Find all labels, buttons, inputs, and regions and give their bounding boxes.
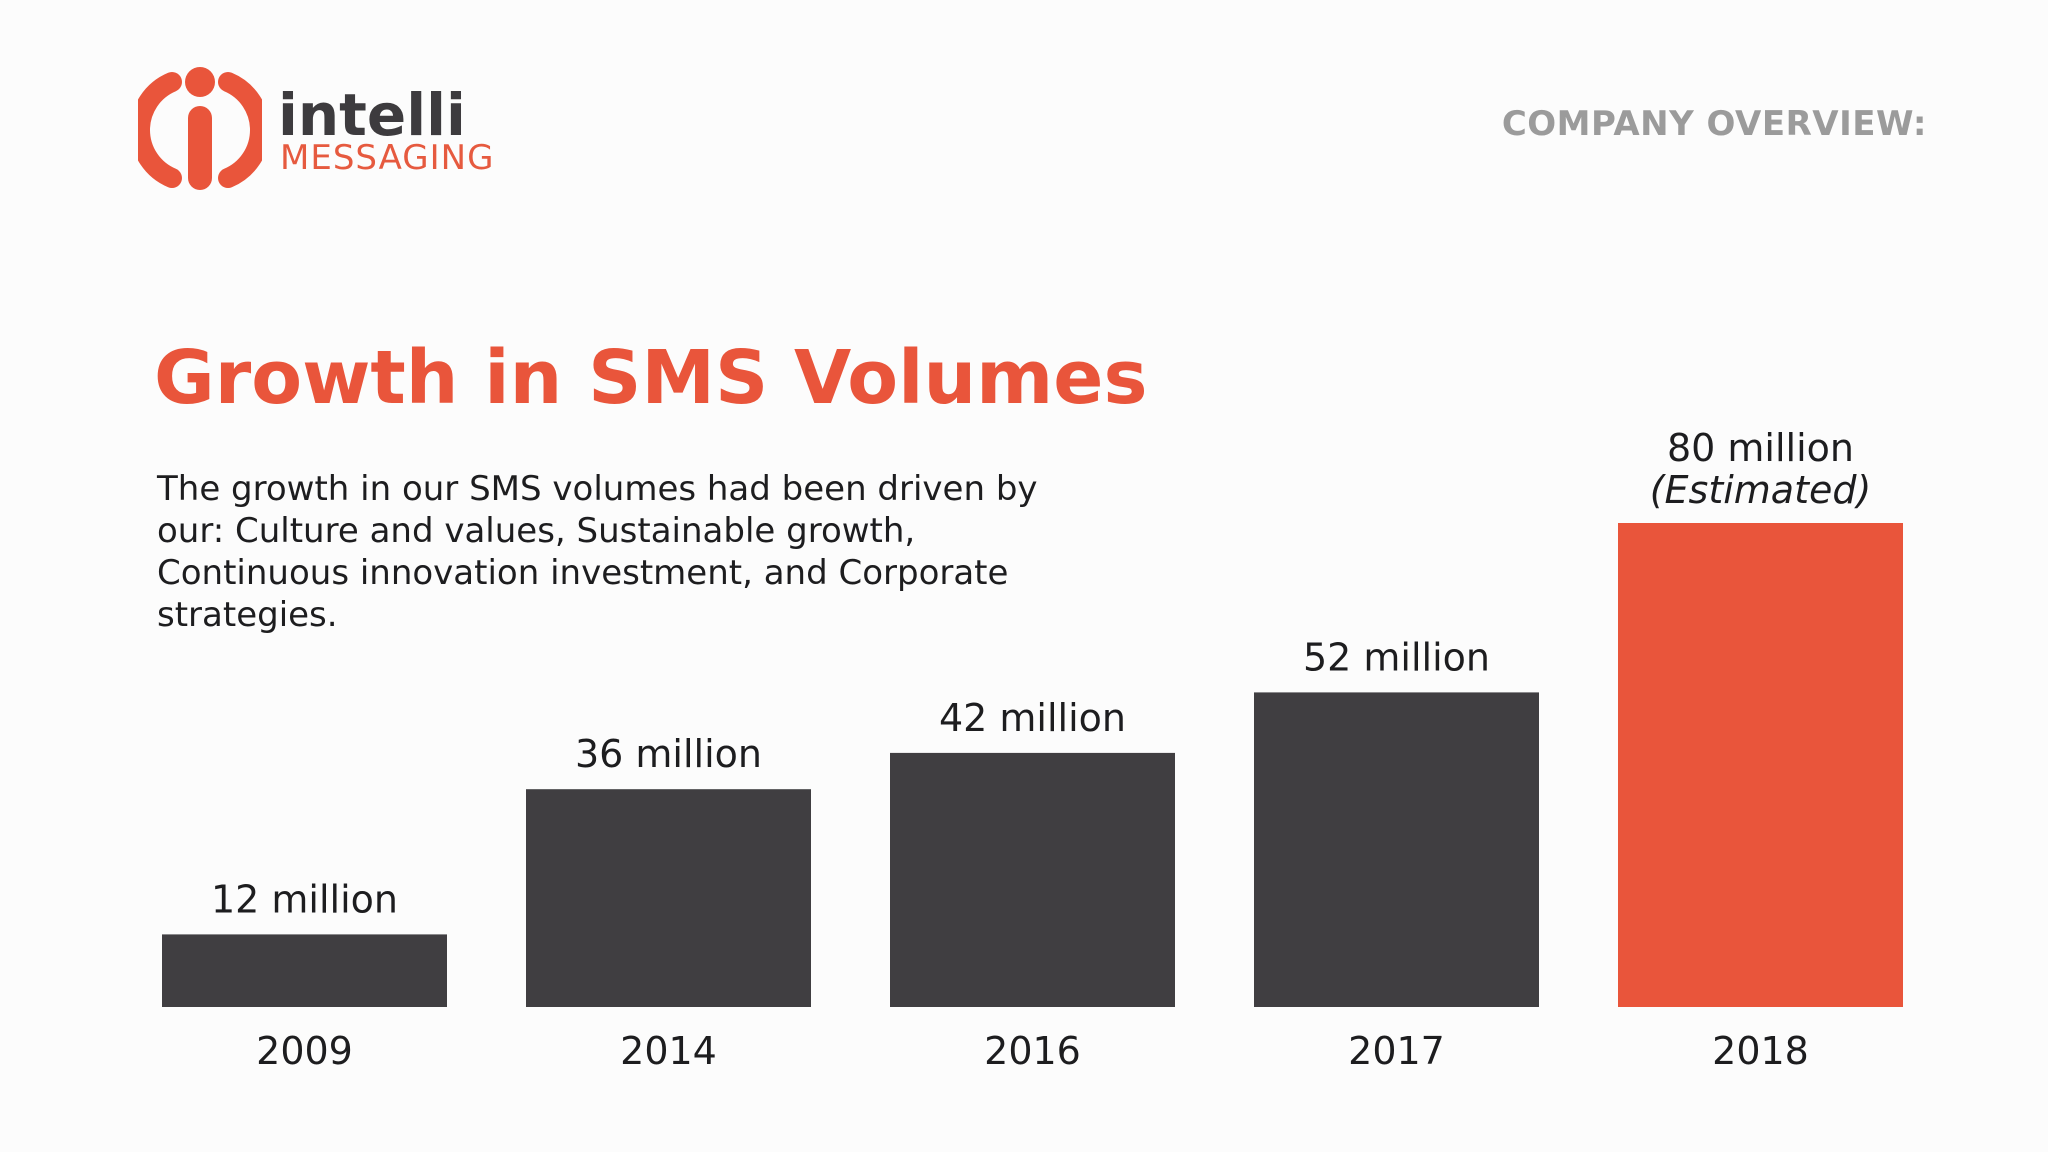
bar-value-label: 80 million [1667, 426, 1854, 470]
bar-2014 [526, 789, 811, 1007]
company-logo: intelli MESSAGING [138, 60, 518, 200]
bar-2009 [162, 934, 447, 1007]
x-tick-label: 2009 [256, 1029, 353, 1073]
x-tick-label: 2014 [620, 1029, 717, 1073]
logo-subtitle: MESSAGING [280, 138, 495, 178]
slide-description: The growth in our SMS volumes had been d… [157, 469, 1038, 635]
bar-value-label: 52 million [1303, 635, 1490, 679]
bar-2018 [1618, 523, 1903, 1007]
x-tick-label: 2016 [984, 1029, 1081, 1073]
bar-2017 [1254, 692, 1539, 1007]
bar-value-label: 12 million [211, 877, 398, 921]
bar-2016 [890, 752, 1175, 1007]
info-i-icon [138, 67, 262, 190]
section-label: COMPANY OVERVIEW: [1501, 104, 1927, 144]
logo-wordmark: intelli [278, 81, 466, 149]
x-tick-label: 2018 [1712, 1029, 1809, 1073]
slide-title: Growth in SMS Volumes [154, 335, 1148, 421]
bar-value-label: 36 million [575, 732, 762, 776]
bar-note-label: (Estimated) [1650, 468, 1872, 512]
x-tick-label: 2017 [1348, 1029, 1445, 1073]
bar-value-label: 42 million [939, 696, 1126, 740]
